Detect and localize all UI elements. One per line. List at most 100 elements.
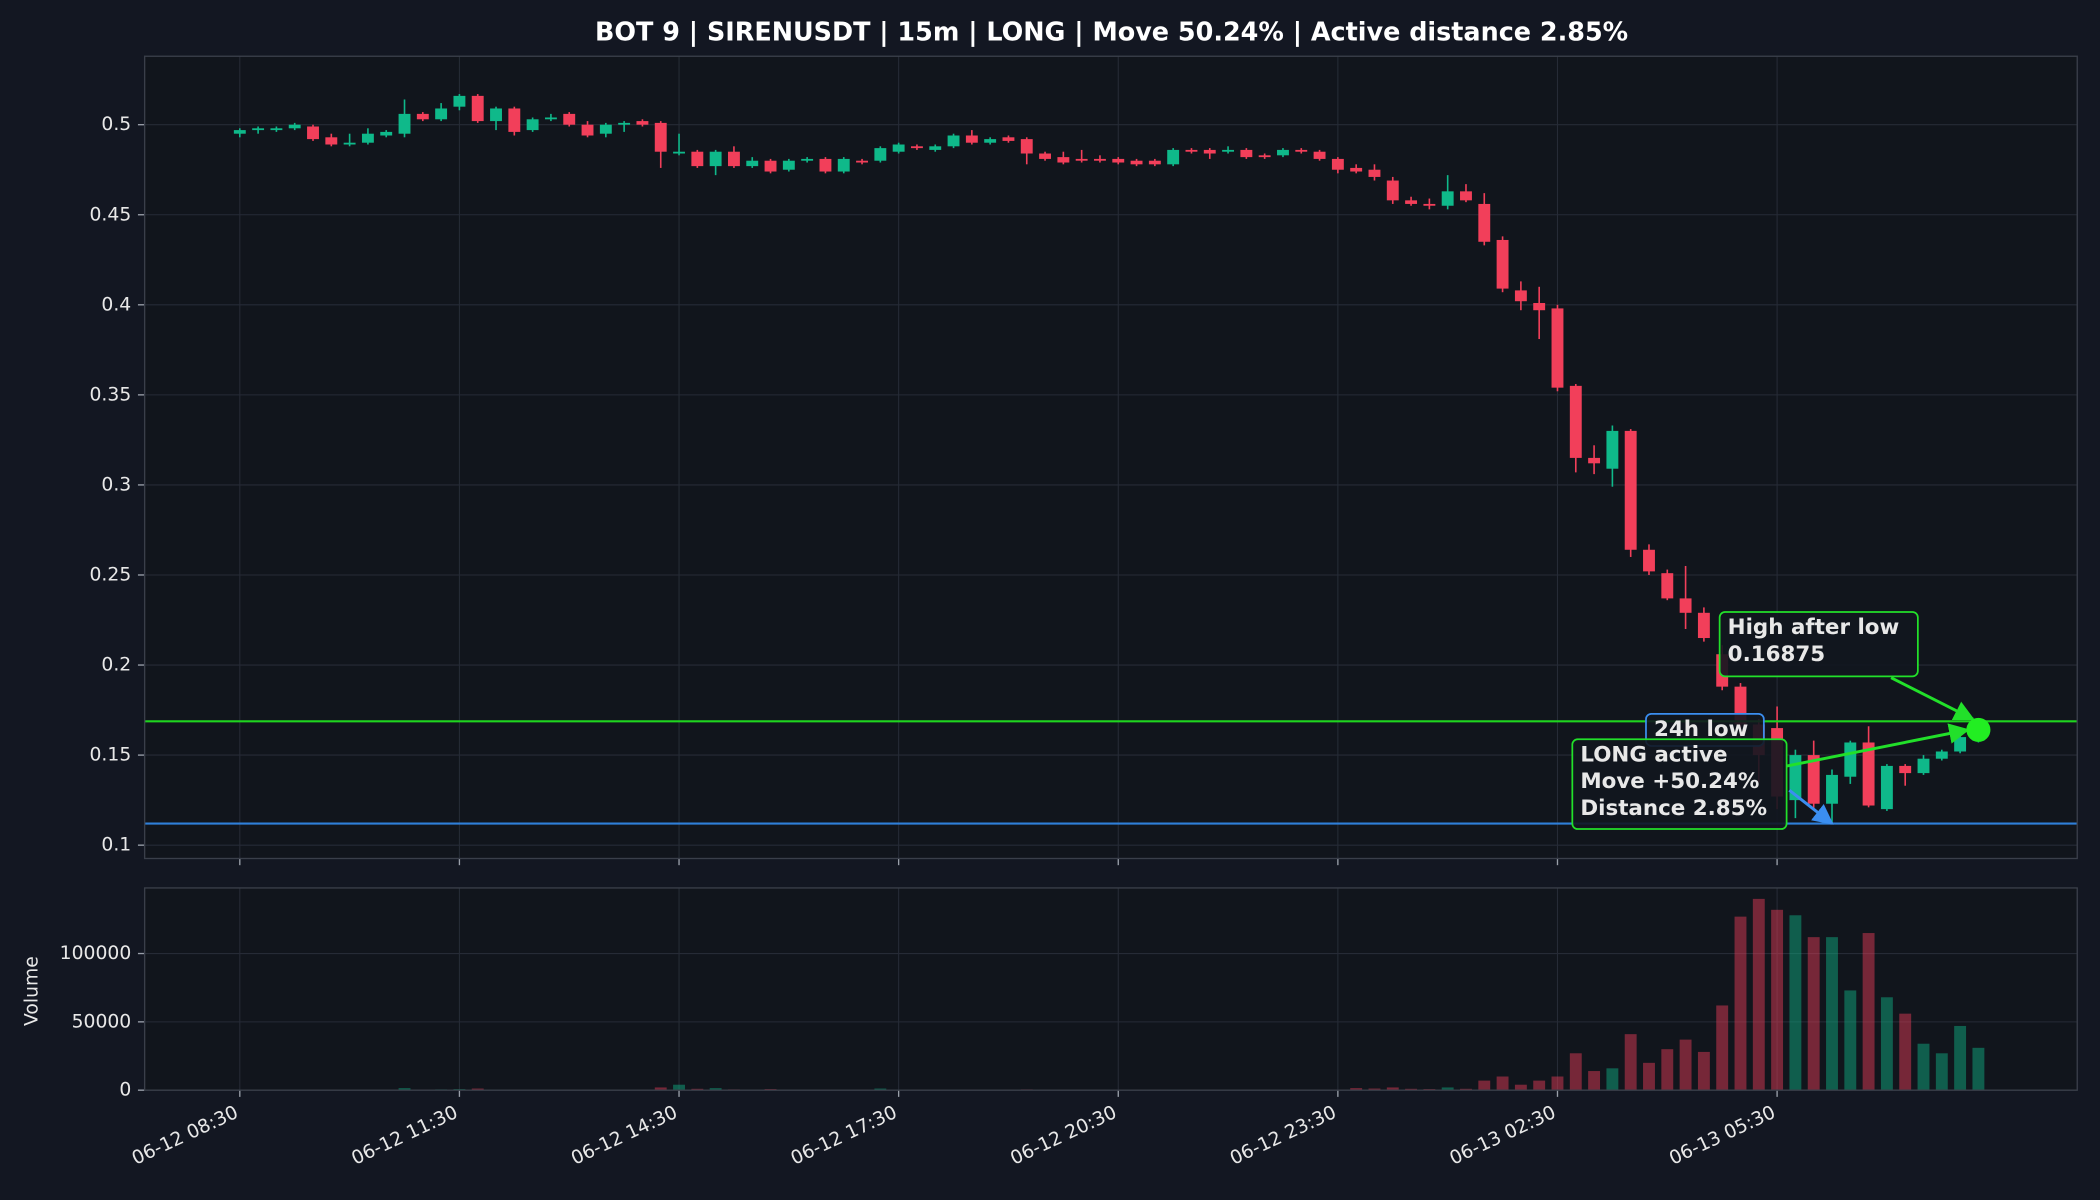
annotation-text: High after low — [1728, 615, 1900, 640]
y-tick-label: 0.4 — [101, 294, 131, 315]
annotation-arrow — [1890, 676, 1975, 721]
y-tick-label: 0.45 — [90, 204, 132, 225]
volume-bar — [1588, 1071, 1601, 1091]
candle-body — [526, 119, 539, 131]
candle-body — [599, 124, 612, 134]
volume-bar — [471, 1088, 484, 1091]
y-tick-label: 0.15 — [90, 745, 132, 766]
volume-bar — [1569, 1053, 1582, 1091]
candle-body — [1954, 737, 1967, 752]
candle-body — [856, 160, 868, 163]
volume-bar — [1972, 1047, 1985, 1091]
candle-body — [1734, 686, 1747, 725]
volume-bar — [691, 1088, 704, 1091]
volume-bar — [1624, 1034, 1637, 1091]
candle-body — [361, 133, 374, 143]
volume-bar — [1405, 1088, 1418, 1091]
candle-body — [1039, 153, 1052, 159]
candle-body — [252, 128, 265, 131]
candle-body — [544, 117, 557, 120]
candle-body — [233, 130, 246, 134]
candle-body — [1222, 149, 1235, 152]
candle-body — [984, 139, 997, 143]
candle-body — [1423, 203, 1436, 206]
candle-body — [1295, 149, 1308, 152]
candle-body — [1002, 137, 1015, 141]
candle-body — [1899, 765, 1912, 774]
candle-body — [1533, 303, 1546, 311]
candle-body — [746, 160, 759, 167]
candle-body — [874, 148, 887, 161]
y-tick-label: 0.25 — [90, 564, 132, 585]
volume-bar — [1734, 916, 1747, 1091]
candle-body — [1606, 430, 1619, 469]
volume-bar — [1460, 1088, 1472, 1091]
volume-bar — [1862, 933, 1875, 1091]
volume-bar — [709, 1088, 722, 1091]
candle-body — [1789, 755, 1802, 801]
annotation-text: 0.16875 — [1728, 642, 1826, 667]
candle-body — [1020, 139, 1033, 154]
volume-bar — [1350, 1088, 1363, 1091]
annotation-arrow — [1788, 789, 1834, 825]
candle-body — [727, 151, 740, 167]
candle-body — [1514, 290, 1527, 302]
candle-body — [435, 108, 448, 120]
candle-body — [673, 151, 685, 154]
y-tick-label: 0.35 — [90, 384, 132, 405]
y-tick-label: 100000 — [60, 943, 132, 964]
annotation-text: LONG active — [1580, 742, 1727, 767]
candle-body — [581, 124, 594, 136]
candle-body — [1935, 751, 1948, 759]
candle-body — [325, 137, 338, 145]
volume-bar — [673, 1084, 685, 1091]
volume-bar — [1606, 1068, 1619, 1091]
candle-body — [398, 113, 411, 134]
candle-body — [636, 121, 649, 125]
price-panel — [144, 56, 2078, 859]
candle-body — [801, 158, 814, 161]
volume-bar — [1643, 1062, 1655, 1091]
volume-bar — [1441, 1087, 1454, 1091]
annotation-box — [1718, 611, 1919, 678]
candle-body — [1112, 158, 1125, 163]
volume-bar — [1368, 1088, 1381, 1091]
candle-body — [764, 160, 777, 172]
candle-body — [1844, 742, 1857, 777]
candle-body — [1679, 598, 1692, 613]
candle-body — [1240, 149, 1253, 158]
candle-body — [1441, 191, 1454, 206]
candle-body — [343, 142, 356, 145]
annotation-text: Move +50.24% — [1580, 769, 1759, 794]
y-tick-label: 0 — [119, 1080, 131, 1101]
candle-body — [1807, 755, 1820, 804]
candle-body — [819, 158, 832, 172]
candle-body — [288, 124, 301, 129]
candle-body — [508, 108, 521, 132]
candle-body — [910, 146, 923, 149]
volume-bar — [1716, 1005, 1729, 1091]
chart-title: BOT 9 | SIRENUSDT | 15m | LONG | Move 50… — [595, 16, 1628, 46]
annotation-box — [1571, 738, 1788, 830]
candle-body — [1313, 151, 1326, 159]
candle-body — [1661, 573, 1674, 599]
price-frame — [143, 55, 2078, 860]
candle-body — [1826, 774, 1838, 804]
volume-bar — [1954, 1025, 1967, 1091]
candle-body — [1405, 200, 1418, 204]
annotation-text: Distance 2.85% — [1580, 796, 1767, 821]
candle-body — [1478, 203, 1491, 242]
y-tick-label: 50000 — [72, 1011, 132, 1032]
volume-bar — [874, 1088, 887, 1091]
candle-body — [471, 95, 484, 122]
annotation-arrow — [1786, 723, 1970, 768]
candle-body — [654, 122, 667, 152]
candle-body — [1094, 158, 1106, 161]
candle-body — [1862, 742, 1875, 806]
candle-body — [1130, 160, 1143, 165]
volume-bar — [1478, 1080, 1491, 1091]
volume-bar — [1551, 1076, 1564, 1091]
candle-body — [1368, 169, 1381, 177]
candle-body — [965, 135, 978, 143]
volume-bar — [1679, 1039, 1692, 1091]
